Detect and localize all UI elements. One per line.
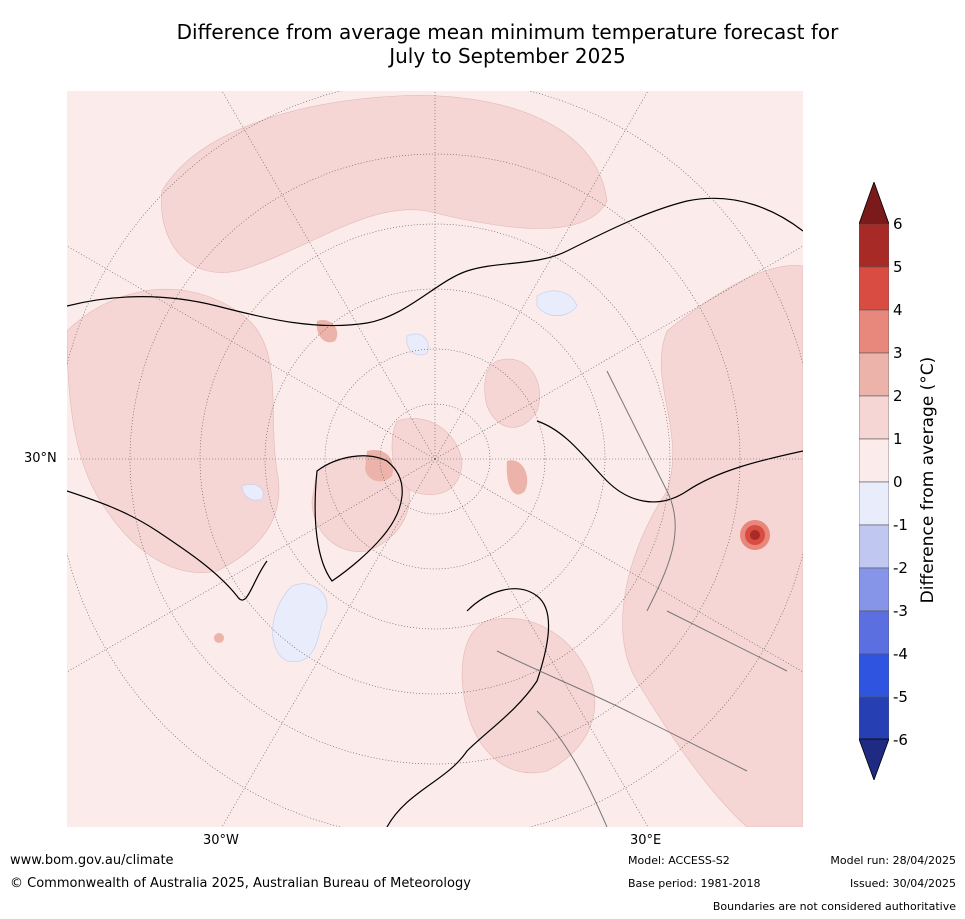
anomaly-region-1-2 [67, 95, 803, 827]
graticule [67, 91, 803, 827]
issued-text: Issued: 30/04/2025 [849, 877, 956, 890]
country-borders [496, 370, 788, 827]
colorbar-tick-2: 2 [893, 387, 903, 405]
colorbar-tick-5: 5 [893, 258, 903, 276]
colorbar-tick-neg6: -6 [893, 731, 908, 749]
colorbar-tick-neg4: -4 [893, 645, 908, 663]
lon-label-30w: 30°W [203, 833, 239, 848]
colorbar-extend-top [858, 180, 890, 225]
model-text: Model: ACCESS-S2 [628, 854, 730, 867]
colorbar-tick-1: 1 [893, 430, 903, 448]
colorbar-tick-neg1: -1 [893, 516, 908, 534]
colorbar-tick-0: 0 [893, 473, 903, 491]
lon-label-30e: 30°E [630, 833, 662, 848]
chart-title: Difference from average mean minimum tem… [176, 20, 839, 68]
anomaly-region-3-plus [740, 520, 770, 550]
disclaimer-text: Boundaries are not considered authoritat… [712, 900, 956, 913]
colorbar-tick-neg3: -3 [893, 602, 908, 620]
colorbar [858, 180, 890, 782]
forecast-map [67, 91, 803, 827]
anomaly-region-negative [241, 290, 578, 663]
colorbar-tick-neg2: -2 [893, 559, 908, 577]
colorbar-tick-3: 3 [893, 344, 903, 362]
colorbar-tick-neg5: -5 [893, 688, 908, 706]
lat-label-30n: 30°N [24, 451, 57, 466]
model-run-text: Model run: 28/04/2025 [830, 854, 956, 867]
coastlines [67, 197, 803, 827]
anomaly-region-2-3 [214, 320, 528, 643]
colorbar-tick-6: 6 [893, 215, 903, 233]
colorbar-tick-4: 4 [893, 301, 903, 319]
colorbar-swatches [858, 223, 890, 740]
colorbar-label: Difference from average (°C) [918, 356, 938, 604]
copyright-text: © Commonwealth of Australia 2025, Austra… [10, 876, 471, 891]
base-period-text: Base period: 1981-2018 [628, 877, 761, 890]
website-link[interactable]: www.bom.gov.au/climate [10, 853, 174, 868]
colorbar-extend-bottom [858, 738, 890, 782]
